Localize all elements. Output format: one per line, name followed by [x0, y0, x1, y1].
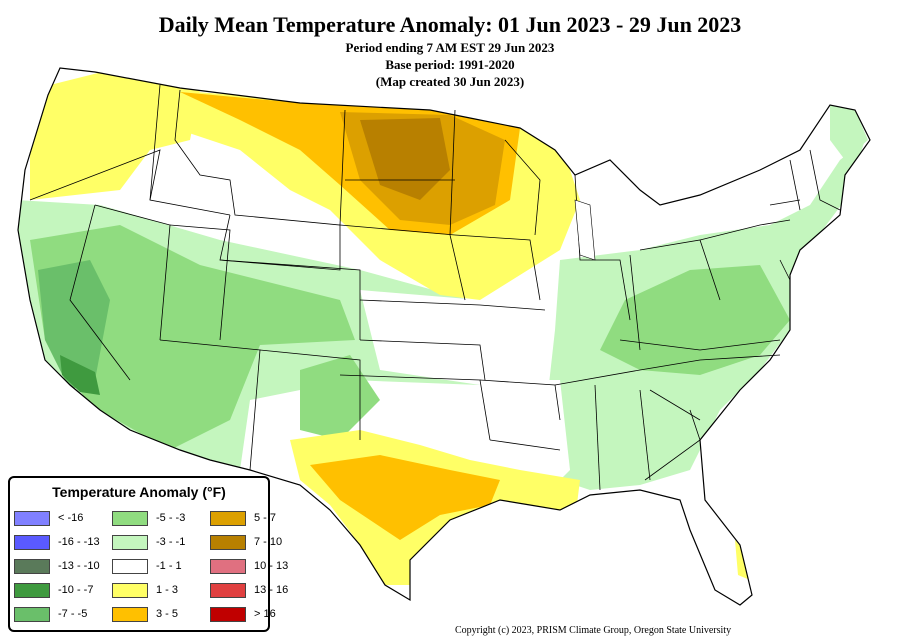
region-warm-nd-core: [360, 118, 450, 200]
region-cool-california: [38, 260, 110, 390]
region-cool-socal: [60, 355, 100, 395]
legend-label: 7 - 10: [254, 536, 283, 548]
legend-swatch: [14, 511, 50, 526]
legend-swatch: [210, 511, 246, 526]
period-subtitle: Period ending 7 AM EST 29 Jun 2023: [345, 40, 555, 55]
legend-label: -5 - -3: [156, 512, 186, 524]
legend-label: -1 - 1: [156, 560, 182, 572]
legend-label: -13 - -10: [58, 560, 100, 572]
legend-label: -7 - -5: [58, 608, 88, 620]
region-warm-northwest: [30, 70, 200, 200]
region-cool-appalachia: [600, 265, 790, 375]
legend-label: 5 - 7: [254, 512, 277, 524]
lake-michigan: [574, 199, 596, 261]
legend-label: -3 - -1: [156, 536, 186, 548]
legend: Temperature Anomaly (°F) < -16 -16 - -13 -…: [8, 476, 288, 632]
legend-label: 10 - 13: [254, 560, 289, 572]
region-warm-maine: [830, 105, 868, 160]
region-warm-texas-core: [310, 455, 500, 540]
legend-swatch: [210, 559, 246, 574]
created-subtitle: (Map created 30 Jun 2023): [375, 74, 525, 89]
region-cool-west-moderate: [30, 225, 355, 450]
legend-swatch: [112, 583, 148, 598]
legend-label: -10 - -7: [58, 584, 94, 596]
legend-title: Temperature Anomaly (°F): [52, 484, 226, 500]
legend-swatch: [112, 607, 148, 622]
legend-label: -16 - -13: [58, 536, 100, 548]
legend-swatch: [14, 535, 50, 550]
legend-swatch: [112, 511, 148, 526]
legend-swatch: [14, 607, 50, 622]
legend-label: 3 - 5: [156, 608, 179, 620]
legend-swatch: [112, 559, 148, 574]
legend-swatch: [210, 535, 246, 550]
legend-label: 1 - 3: [156, 584, 179, 596]
map-title: Daily Mean Temperature Anomaly: 01 Jun 2…: [158, 12, 742, 37]
legend-swatch: [14, 583, 50, 598]
legend-swatch: [210, 583, 246, 598]
legend-label: < -16: [58, 512, 84, 524]
legend-label: > 16: [254, 608, 276, 620]
legend-swatch: [14, 559, 50, 574]
legend-swatch: [210, 607, 246, 622]
copyright-text: Copyright (c) 2023, PRISM Climate Group,…: [455, 625, 732, 636]
legend-label: 13 - 16: [254, 584, 289, 596]
legend-swatch: [112, 535, 148, 550]
base-period-subtitle: Base period: 1991-2020: [385, 57, 515, 72]
